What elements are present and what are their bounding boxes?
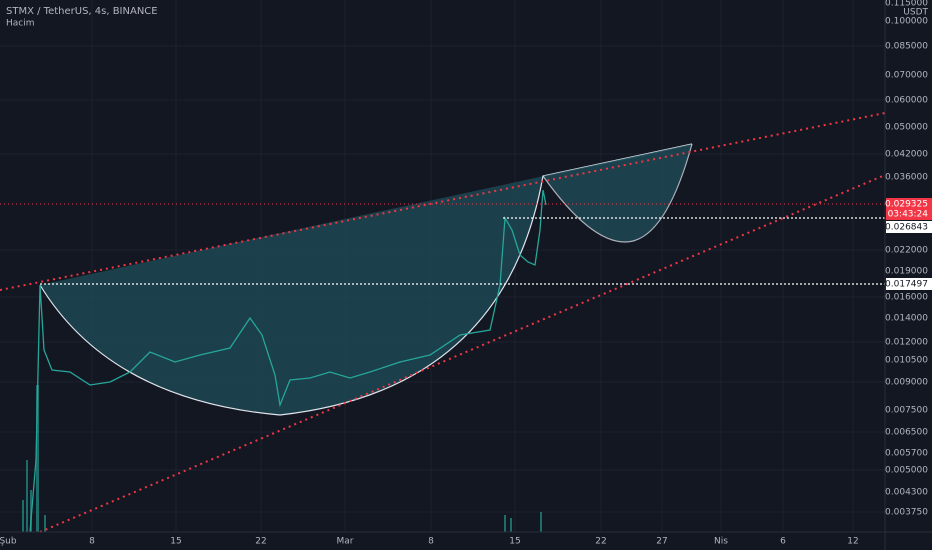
price-label: 0.036000 [885, 173, 928, 183]
price-label: 0.016000 [885, 293, 928, 303]
price-label: 0.100000 [885, 17, 928, 27]
price-label: 0.009000 [885, 378, 928, 388]
currency: USDT [903, 8, 928, 18]
cup-outline [39, 143, 693, 416]
price-label: 0.022000 [885, 246, 928, 256]
indicator[interactable]: Hacim [6, 19, 35, 29]
level-high: 0.026843 [885, 223, 928, 233]
countdown: 03:43:24 [888, 210, 929, 220]
volume [22, 385, 542, 532]
price-axis [885, 0, 932, 532]
level-high-tag [886, 221, 932, 233]
time-label: 12 [847, 537, 858, 547]
price-path [29, 189, 547, 533]
time-label: 27 [656, 537, 667, 547]
time-label: Şub [0, 537, 17, 547]
level-low: 0.017497 [885, 280, 928, 290]
time-label: Nis [714, 537, 728, 547]
time-label: 6 [780, 537, 786, 547]
price-label: 0.014000 [885, 314, 928, 324]
time-label: 8 [428, 537, 434, 547]
price-label: 0.006500 [885, 428, 928, 438]
price-label: 0.012000 [885, 338, 928, 348]
time-label: 8 [89, 537, 95, 547]
time-label: 15 [509, 537, 520, 547]
price-label: 0.060000 [885, 96, 928, 106]
time-label: 22 [595, 537, 606, 547]
price-label: 0.070000 [885, 71, 928, 81]
price-label: 0.085000 [885, 42, 928, 52]
price-label: 0.019000 [885, 267, 928, 277]
price-label: 0.005700 [885, 449, 928, 459]
time-labels: Şub 8 15 22 Mar 8 15 22 27 Nis 6 12 [0, 537, 859, 547]
time-label: 15 [170, 537, 181, 547]
price-label: 0.042000 [885, 150, 928, 160]
price-label: 0.004300 [885, 488, 928, 498]
last-price-tag [886, 198, 932, 220]
symbol[interactable]: STMX / TetherUS, 4s, BINANCE [6, 6, 158, 17]
cup-fill [40, 144, 692, 415]
price-labels: 0.115000 0.100000 0.085000 0.070000 0.060000… [885, 0, 928, 518]
price-label: 0.005000 [885, 466, 928, 476]
last-price: 0.029325 [885, 200, 928, 210]
level-low-tag [886, 278, 932, 290]
price-label: 0.050000 [885, 123, 928, 133]
price-label: 0.003750 [885, 508, 928, 518]
price-label: 0.007500 [885, 406, 928, 416]
time-label: 22 [255, 537, 266, 547]
time-label: Mar [337, 537, 354, 547]
price-label: 0.115000 [885, 0, 928, 9]
price-label: 0.010500 [885, 356, 928, 366]
upper-trendline [0, 112, 886, 291]
